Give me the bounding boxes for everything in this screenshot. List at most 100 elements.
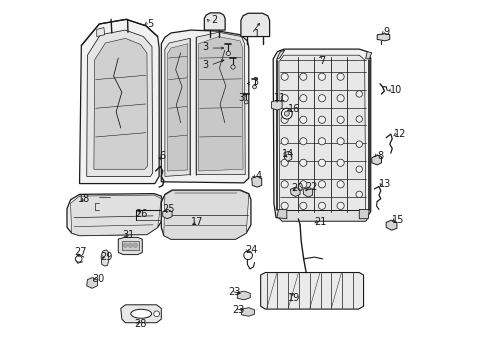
Polygon shape [121,305,161,323]
Text: 13: 13 [378,179,390,189]
Circle shape [299,138,306,145]
Circle shape [336,159,344,166]
Text: 25: 25 [162,204,174,215]
Text: 31: 31 [122,230,134,239]
Circle shape [281,73,287,80]
Circle shape [299,73,306,80]
Polygon shape [101,250,109,266]
Circle shape [281,116,287,123]
Text: 8: 8 [376,150,382,161]
Polygon shape [371,155,381,165]
Text: 7: 7 [319,56,325,66]
Circle shape [284,111,289,116]
Circle shape [318,73,325,80]
Polygon shape [118,237,142,255]
Polygon shape [260,273,363,309]
Text: 22: 22 [305,182,318,192]
Circle shape [281,202,287,210]
Circle shape [318,116,325,123]
Polygon shape [163,210,172,219]
Polygon shape [97,28,104,37]
Circle shape [281,159,287,166]
Polygon shape [164,39,190,176]
Polygon shape [284,151,291,161]
Polygon shape [359,210,368,219]
Polygon shape [276,210,286,219]
Circle shape [299,181,306,188]
Text: 24: 24 [244,245,257,255]
Text: 18: 18 [78,194,90,204]
Polygon shape [86,30,152,176]
Text: 3: 3 [252,77,258,87]
Circle shape [336,116,344,123]
Circle shape [318,138,325,145]
Polygon shape [94,39,147,169]
Circle shape [355,191,362,198]
Polygon shape [290,187,300,197]
Text: 23: 23 [228,287,240,297]
Circle shape [226,51,230,55]
Text: 11: 11 [273,93,285,103]
Text: 16: 16 [287,104,300,114]
Text: 20: 20 [291,183,303,193]
Circle shape [299,159,306,166]
Circle shape [252,85,256,89]
Text: 10: 10 [389,85,401,95]
Polygon shape [86,278,97,288]
Circle shape [336,138,344,145]
Circle shape [133,243,137,247]
Polygon shape [241,13,269,37]
Polygon shape [167,44,187,171]
Polygon shape [241,308,254,316]
Polygon shape [386,220,396,230]
Polygon shape [271,100,282,110]
Text: 5: 5 [147,19,153,29]
Circle shape [244,100,248,104]
Text: 28: 28 [134,319,146,329]
Polygon shape [278,211,367,221]
Text: 3: 3 [238,93,244,103]
Circle shape [299,95,306,102]
Circle shape [355,116,362,122]
Text: 15: 15 [391,215,404,225]
Polygon shape [204,13,224,30]
Circle shape [299,202,306,210]
Circle shape [128,243,132,247]
Circle shape [355,141,362,147]
Circle shape [318,159,325,166]
Circle shape [153,311,159,317]
Polygon shape [122,241,139,250]
Polygon shape [278,55,365,215]
Polygon shape [198,37,243,171]
Circle shape [355,91,362,97]
Circle shape [318,95,325,102]
Circle shape [336,202,344,210]
Circle shape [336,73,344,80]
Text: 17: 17 [191,217,203,227]
Circle shape [336,181,344,188]
Circle shape [76,256,82,262]
Polygon shape [237,291,250,300]
Polygon shape [161,30,248,183]
Polygon shape [303,187,312,197]
Text: 9: 9 [382,27,388,37]
Text: 3: 3 [203,59,208,69]
Text: 27: 27 [74,247,86,257]
Polygon shape [365,51,371,59]
Text: 26: 26 [135,209,147,219]
Circle shape [299,116,306,123]
Ellipse shape [131,309,151,318]
Polygon shape [67,194,163,235]
Circle shape [230,65,235,69]
Circle shape [123,243,127,247]
Text: 4: 4 [255,171,261,181]
Polygon shape [196,32,244,175]
Polygon shape [80,19,159,184]
Text: 3: 3 [203,42,208,52]
Text: 14: 14 [282,149,294,159]
Text: 1: 1 [253,29,260,39]
Text: 29: 29 [100,252,112,262]
Text: 19: 19 [287,293,300,303]
Circle shape [281,108,292,119]
Polygon shape [161,190,250,239]
